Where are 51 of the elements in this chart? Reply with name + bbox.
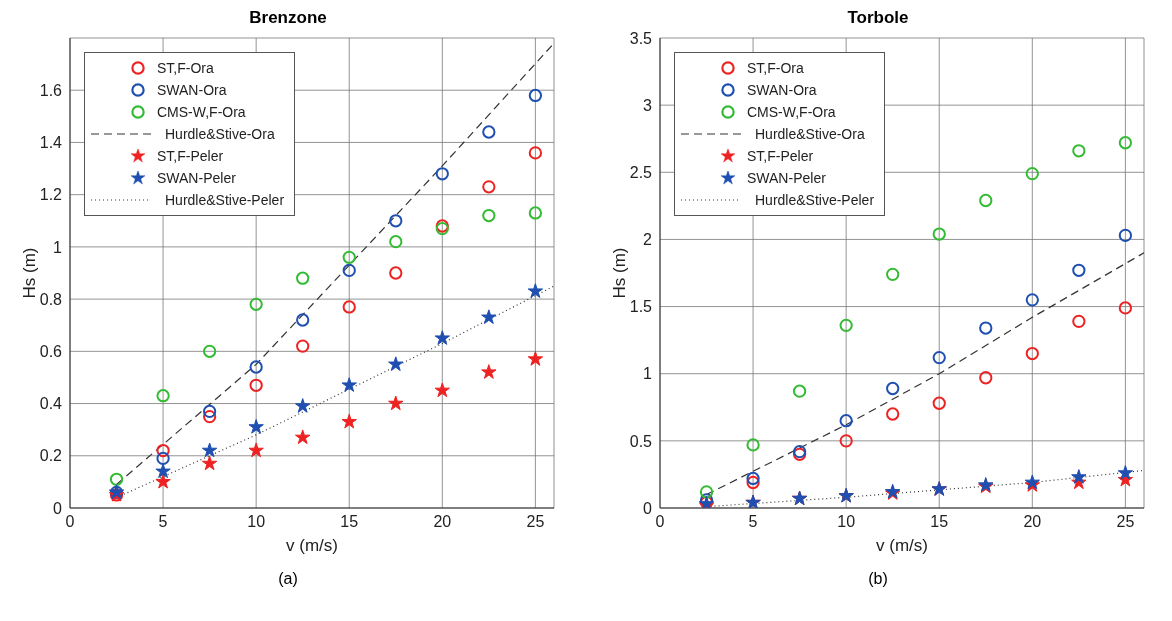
- legend-label: Hurdle&Stive-Ora: [755, 125, 865, 144]
- y-tick-label: 2.5: [629, 163, 653, 181]
- legend-label: ST,F-Ora: [157, 59, 214, 78]
- x-axis-title: v (m/s): [875, 536, 929, 556]
- y-tick-label: 0.2: [39, 447, 63, 465]
- y-tick-label: 1: [53, 238, 63, 256]
- x-tick-label: 20: [1023, 513, 1042, 531]
- chart-title: Torbole: [846, 8, 910, 29]
- y-tick-label: 3.5: [629, 29, 653, 47]
- legend-label: ST,F-Ora: [747, 59, 804, 78]
- x-tick-label: 20: [433, 513, 452, 531]
- legend-label: SWAN-Peler: [157, 169, 236, 188]
- x-tick-label: 25: [1116, 513, 1135, 531]
- y-tick-label: 2: [643, 231, 653, 249]
- legend-label: SWAN-Ora: [747, 81, 817, 100]
- x-axis-title: v (m/s): [285, 536, 339, 556]
- legend-label: Hurdle&Stive-Ora: [165, 125, 275, 144]
- y-tick-label: 0: [643, 499, 653, 517]
- y-tick-label: 1.5: [629, 298, 653, 316]
- x-tick-label: 5: [748, 513, 758, 531]
- text: (a): [277, 570, 299, 588]
- legend-label: CMS-W,F-Ora: [157, 103, 246, 122]
- legend-label: SWAN-Ora: [157, 81, 227, 100]
- legend-label: Hurdle&Stive-Peler: [755, 191, 875, 210]
- x-tick-label: 15: [930, 513, 949, 531]
- y-axis-title: Hs (m): [20, 247, 40, 299]
- x-tick-label: 0: [655, 513, 665, 531]
- y-tick-label: 0.5: [629, 432, 653, 450]
- chart-title: Brenzone: [248, 8, 328, 29]
- legend-label: Hurdle&Stive-Peler: [165, 191, 285, 210]
- legend-label: ST,F-Peler: [157, 147, 224, 166]
- x-tick-label: 5: [158, 513, 168, 531]
- legend-label: ST,F-Peler: [747, 147, 814, 166]
- y-tick-label: 1: [643, 365, 653, 383]
- legend-label: SWAN-Peler: [747, 169, 826, 188]
- x-tick-label: 0: [65, 513, 75, 531]
- y-tick-label: 0.8: [39, 290, 63, 308]
- x-tick-label: 25: [526, 513, 545, 531]
- x-tick-label: 10: [837, 513, 856, 531]
- x-tick-label: 10: [247, 513, 266, 531]
- y-tick-label: 0: [53, 499, 63, 517]
- y-axis-title: Hs (m): [610, 247, 630, 299]
- y-tick-label: 1.4: [39, 134, 63, 152]
- y-tick-label: 3: [643, 96, 653, 114]
- y-tick-label: 1.2: [39, 186, 63, 204]
- y-tick-label: 0.4: [39, 395, 63, 413]
- y-tick-label: 0.6: [39, 343, 63, 361]
- y-tick-label: 1.6: [39, 81, 63, 99]
- text: (b): [867, 570, 889, 588]
- x-tick-label: 15: [340, 513, 359, 531]
- legend-label: CMS-W,F-Ora: [747, 103, 836, 122]
